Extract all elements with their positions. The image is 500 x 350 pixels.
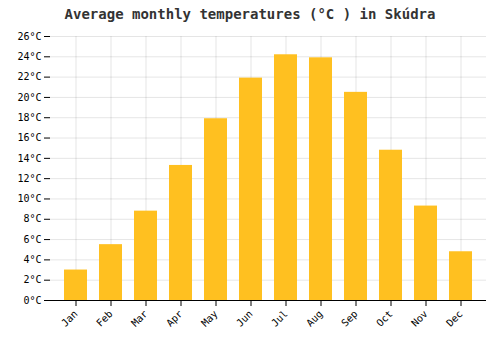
svg-text:Feb: Feb [94,308,115,329]
html-text:Average monthly temperatures (: Average monthly temperatures (°C ) in Sk… [64,6,436,22]
svg-text:20°C: 20°C [17,92,41,103]
svg-text:Dec: Dec [444,308,465,329]
svg-text:6°C: 6°C [23,234,41,245]
svg-text:10°C: 10°C [17,193,41,204]
svg-text:Jan: Jan [59,308,80,329]
svg-text:12°C: 12°C [17,173,41,184]
svg-text:Apr: Apr [164,308,185,329]
svg-text:4°C: 4°C [23,254,41,265]
svg-text:Nov: Nov [409,308,430,329]
svg-text:Jun: Jun [234,308,255,329]
svg-text:May: May [199,308,220,329]
svg-text:18°C: 18°C [17,112,41,123]
svg-text:8°C: 8°C [23,213,41,224]
svg-text:2°C: 2°C [23,274,41,285]
svg-text:Jul: Jul [269,308,290,329]
svg-text:26°C: 26°C [17,31,41,42]
svg-text:22°C: 22°C [17,71,41,82]
svg-text:Aug: Aug [304,308,325,329]
svg-text:24°C: 24°C [17,51,41,62]
svg-text:Mar: Mar [129,308,150,329]
svg-text:16°C: 16°C [17,132,41,143]
svg-text:Oct: Oct [374,308,395,329]
svg-text:14°C: 14°C [17,153,41,164]
svg-text:0°C: 0°C [23,295,41,306]
svg-text:Sep: Sep [339,308,360,329]
